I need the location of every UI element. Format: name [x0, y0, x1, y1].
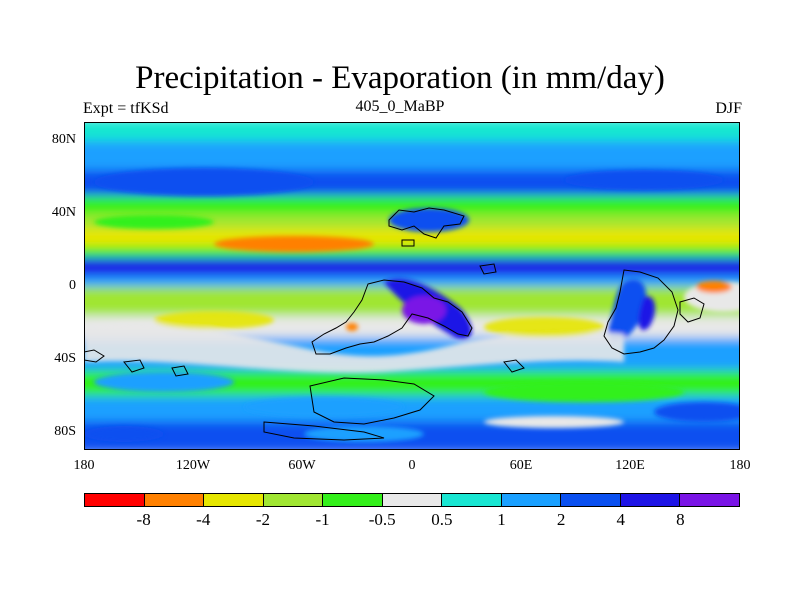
map-panel	[84, 122, 740, 450]
x-tick: 120W	[175, 458, 211, 473]
colorbar-label: -8	[136, 510, 151, 529]
coastlines	[84, 207, 705, 441]
colorbar-swatch	[84, 493, 144, 507]
east-convergence-zone	[608, 279, 647, 342]
colorbar-swatch	[322, 493, 382, 507]
plot-title: Precipitation - Evaporation (in mm/day)	[135, 60, 665, 96]
precipitation-map	[84, 122, 740, 450]
x-tick: 60W	[288, 458, 316, 473]
y-tick: 80N	[51, 132, 76, 147]
time-label: 405_0_MaBP	[355, 98, 445, 115]
colorbar	[84, 493, 741, 507]
colorbar-swatch	[381, 493, 442, 507]
y-tick: 40S	[54, 351, 76, 366]
y-tick: 80S	[54, 424, 76, 439]
x-tick: 180	[729, 458, 751, 473]
map-frame	[84, 122, 740, 450]
colorbar-swatch	[679, 493, 741, 507]
y-tick: 0	[69, 278, 76, 293]
north-green-band	[94, 215, 214, 229]
south-subtropical-neutral	[84, 322, 624, 373]
colorbar-label: 4	[616, 510, 625, 529]
colorbar-swatch	[560, 493, 620, 507]
colorbar-label: -2	[255, 510, 270, 529]
colorbar-label: -4	[196, 510, 211, 529]
x-tick: 60E	[509, 458, 533, 473]
x-tick: 0	[408, 458, 416, 473]
colorbar-label: 2	[556, 510, 566, 529]
tethys-wet-patch	[389, 208, 469, 232]
experiment-label: Expt = tfKSd	[83, 100, 169, 117]
season-label: DJF	[715, 100, 742, 117]
colorbar-label: 0.5	[431, 510, 453, 529]
x-tick: 120E	[615, 458, 645, 473]
colorbar-swatch	[500, 493, 561, 507]
colorbar-swatch	[262, 493, 323, 507]
north-atlantic-stormtrack	[564, 170, 724, 190]
colorbar-label: -1	[315, 510, 330, 529]
colorbar-label: 8	[676, 510, 685, 529]
x-tick: 180	[73, 458, 95, 473]
colorbar-label: -0.5	[368, 510, 396, 529]
colorbar-swatch	[143, 493, 204, 507]
colorbar-swatch	[203, 493, 263, 507]
colorbar-swatch	[619, 493, 680, 507]
colorbar-swatch	[441, 493, 501, 507]
regional-features	[84, 168, 740, 442]
subtropical-dry-core	[214, 236, 374, 252]
north-pacific-stormtrack	[94, 168, 314, 196]
y-tick: 40N	[51, 205, 76, 220]
colorbar-label: 1	[497, 510, 506, 529]
convergence-core	[402, 296, 446, 324]
